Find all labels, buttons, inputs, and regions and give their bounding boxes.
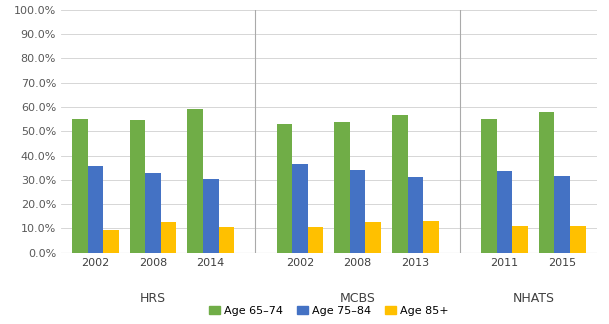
Bar [203,179,219,253]
Text: MCBS: MCBS [340,292,376,305]
Bar [481,119,497,253]
Bar [161,222,177,253]
Bar [276,124,292,253]
Bar [539,112,554,253]
Bar [72,119,88,253]
Text: HRS: HRS [140,292,166,305]
Bar [146,173,161,253]
Bar [219,227,234,253]
Bar [334,122,350,253]
Bar [292,164,308,253]
Bar [392,115,407,253]
Bar [554,176,570,253]
Bar [423,221,438,253]
Bar [512,226,528,253]
Bar [365,222,381,253]
Bar [130,120,146,253]
Bar [188,110,203,253]
Bar [497,171,512,253]
Legend: Age 65–74, Age 75–84, Age 85+: Age 65–74, Age 75–84, Age 85+ [205,301,453,320]
Bar [407,178,423,253]
Text: NHATS: NHATS [512,292,554,305]
Bar [104,230,119,253]
Bar [570,226,586,253]
Bar [308,227,323,253]
Bar [88,167,104,253]
Bar [350,170,365,253]
